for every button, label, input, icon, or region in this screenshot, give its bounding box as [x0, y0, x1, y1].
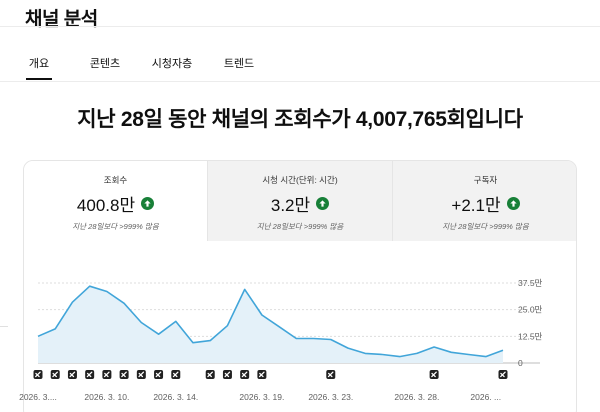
shorts-icon — [498, 370, 508, 379]
metric-label: 조회수 — [103, 175, 128, 185]
shorts-icon — [154, 370, 164, 379]
metric-views[interactable]: 조회수 400.8만 지난 28일보다 >999% 많음 — [24, 161, 207, 241]
metric-value: 400.8만 — [76, 196, 136, 215]
x-tick-label: 2026. 3. 19. — [239, 392, 284, 402]
arrow-up-icon — [316, 197, 330, 210]
shorts-icon — [257, 370, 267, 379]
shorts-icon — [205, 370, 215, 379]
metric-watch-time[interactable]: 시청 시간(단위: 시간) 3.2만 지난 28일보다 >999% 많음 — [207, 161, 392, 241]
metric-value: 3.2만 — [270, 196, 311, 215]
metric-note: 지난 28일보다 >999% 많음 — [442, 222, 529, 231]
headline: 지난 28일 동안 채널의 조회수가 4,007,765회입니다 — [77, 108, 523, 131]
metric-label: 시청 시간(단위: 시간) — [262, 175, 338, 185]
y-tick-label: 0 — [518, 358, 523, 368]
tab-audience[interactable]: 시청자층 — [151, 58, 193, 70]
y-tick-label: 12.5만 — [518, 331, 543, 341]
tabs-divider — [0, 81, 600, 82]
side-divider — [0, 326, 8, 327]
shorts-icon — [429, 370, 439, 379]
tab-trends[interactable]: 트렌드 — [223, 58, 255, 70]
chart-line — [37, 285, 504, 358]
x-tick-label: 2026. 3.... — [19, 392, 57, 402]
shorts-icon — [171, 370, 181, 379]
x-tick-label: 2026. 3. 28. — [394, 392, 439, 402]
y-tick-label: 37.5만 — [518, 278, 543, 288]
tab-overview[interactable]: 개요 — [20, 52, 58, 80]
metric-label: 구독자 — [473, 175, 498, 185]
metric-tabs: 조회수 400.8만 지난 28일보다 >999% 많음 시청 시간(단위: 시… — [24, 161, 576, 241]
arrow-up-icon — [141, 197, 155, 210]
shorts-icon — [222, 370, 232, 379]
shorts-icon — [67, 370, 77, 379]
y-tick-label: 25.0만 — [518, 305, 543, 315]
tab-content[interactable]: 콘텐츠 — [89, 58, 121, 70]
x-tick-label: 2026. 3. 14. — [153, 392, 198, 402]
header-divider — [0, 26, 600, 27]
tab-bar: 개요 콘텐츠 시청자층 트렌드 — [20, 52, 268, 80]
metric-note: 지난 28일보다 >999% 많음 — [72, 222, 159, 231]
shorts-icon — [50, 370, 60, 379]
shorts-icon — [119, 370, 129, 379]
shorts-icon — [326, 370, 336, 379]
x-tick-label: 2026. 3. 23. — [308, 392, 353, 402]
chart-area — [38, 286, 503, 363]
metric-subscribers[interactable]: 구독자 +2.1만 지난 28일보다 >999% 많음 — [392, 161, 576, 241]
metric-value: +2.1만 — [451, 196, 501, 215]
overview-card: 조회수 400.8만 지난 28일보다 >999% 많음 시청 시간(단위: 시… — [23, 160, 577, 412]
shorts-icon — [136, 370, 146, 379]
shorts-icon — [102, 370, 112, 379]
x-tick-label: 2026. 3. 10. — [84, 392, 129, 402]
metric-note: 지난 28일보다 >999% 많음 — [256, 222, 344, 231]
shorts-icon — [85, 370, 95, 379]
shorts-icon — [240, 370, 250, 379]
arrow-up-icon — [506, 197, 520, 210]
x-tick-label: 2026. ... — [470, 392, 501, 402]
page-title: 채널 분석 — [25, 9, 98, 30]
shorts-icon — [33, 370, 43, 379]
